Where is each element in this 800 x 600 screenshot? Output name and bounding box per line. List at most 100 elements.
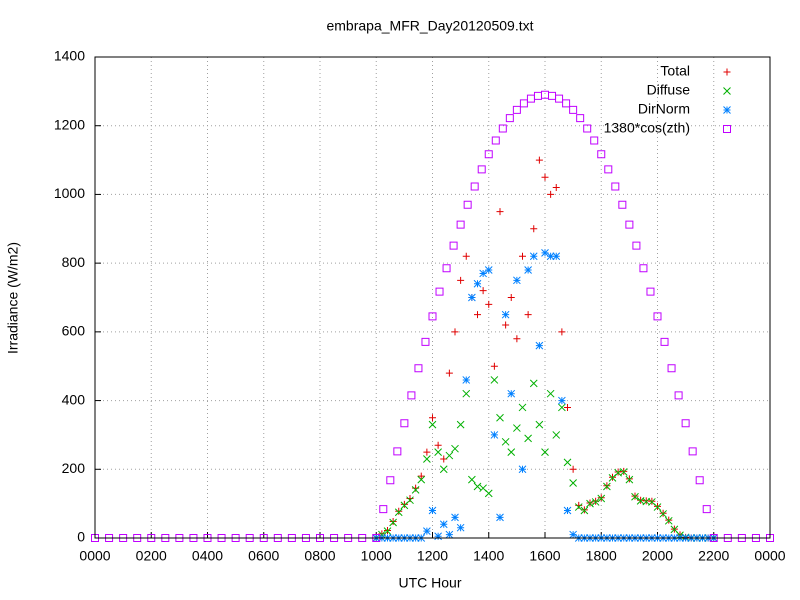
x-tick-label: 1600 — [529, 548, 560, 564]
data-point — [406, 496, 414, 505]
data-point — [231, 534, 240, 542]
data-point — [526, 94, 535, 103]
data-point — [457, 276, 465, 284]
data-point — [417, 475, 426, 484]
data-point — [445, 451, 454, 460]
data-point — [524, 311, 532, 319]
data-point — [407, 391, 416, 400]
data-point — [445, 530, 454, 539]
x-tick-label: 0200 — [136, 548, 167, 564]
data-point — [619, 468, 628, 476]
data-point — [434, 441, 442, 449]
data-point — [574, 503, 583, 511]
data-point — [533, 91, 542, 100]
data-point — [479, 287, 487, 295]
x-tick-label: 0800 — [304, 548, 335, 564]
data-point — [468, 293, 476, 302]
data-point — [597, 494, 606, 503]
data-point — [541, 173, 549, 181]
data-point — [434, 448, 442, 456]
data-point — [535, 156, 543, 164]
data-point — [175, 534, 184, 542]
data-point — [558, 396, 566, 405]
data-point — [558, 328, 566, 336]
data-point — [709, 534, 718, 542]
data-point — [583, 124, 592, 133]
y-tick-label: 400 — [62, 391, 86, 407]
data-point — [496, 413, 504, 422]
x-tick-label: 1800 — [586, 548, 617, 564]
data-point — [479, 269, 487, 278]
data-point — [632, 241, 641, 250]
data-point — [421, 337, 430, 346]
data-point — [372, 534, 381, 542]
data-point — [518, 403, 527, 412]
data-point — [217, 534, 226, 542]
data-point — [470, 182, 479, 191]
data-point — [484, 266, 493, 274]
data-point — [411, 486, 420, 494]
data-point — [590, 136, 599, 145]
x-tick-label: 0400 — [192, 548, 223, 564]
data-point — [400, 419, 409, 428]
data-point — [474, 311, 481, 319]
data-point — [535, 420, 544, 429]
x-tick-label: 1200 — [417, 548, 448, 564]
data-point — [563, 458, 572, 467]
chart-title: embrapa_MFR_Day20120509.txt — [326, 18, 533, 34]
data-point — [541, 448, 549, 456]
legend-marker — [723, 125, 731, 133]
data-point — [547, 190, 555, 198]
data-point — [513, 335, 521, 343]
data-point — [383, 527, 392, 535]
data-point — [451, 513, 459, 522]
data-point — [646, 287, 655, 296]
data-point — [507, 448, 516, 456]
data-point — [507, 294, 515, 301]
data-point — [751, 534, 760, 542]
data-point — [245, 534, 254, 542]
data-point — [580, 506, 589, 515]
data-point — [496, 208, 504, 216]
data-point — [105, 534, 114, 542]
data-point — [639, 264, 648, 273]
data-point — [445, 369, 453, 377]
data-point — [723, 534, 732, 542]
data-point — [576, 114, 585, 123]
data-point — [344, 534, 353, 542]
y-axis-label: Irradiance (W/m2) — [5, 242, 21, 354]
data-point — [203, 534, 212, 542]
data-point — [395, 507, 403, 515]
data-point — [484, 489, 493, 498]
data-point — [529, 252, 538, 261]
data-point — [563, 506, 572, 515]
data-point — [558, 403, 566, 412]
data-point — [496, 513, 504, 522]
data-point — [625, 475, 634, 484]
data-point — [541, 248, 549, 257]
data-point — [518, 465, 527, 474]
data-point — [451, 444, 459, 453]
data-point — [519, 99, 528, 108]
data-point — [147, 534, 156, 542]
data-point — [330, 534, 339, 542]
data-point — [429, 414, 436, 422]
legend-marker — [723, 87, 731, 95]
data-point — [502, 321, 510, 329]
data-point — [451, 328, 459, 336]
legend: Total Diffuse DirNorm 1380*cos(zth) — [604, 63, 731, 136]
data-point — [462, 376, 471, 384]
data-point — [133, 534, 142, 542]
data-point — [546, 389, 555, 398]
data-point — [473, 279, 482, 288]
x-axis-label: UTC Hour — [398, 575, 461, 591]
y-tick-label: 1400 — [54, 48, 85, 64]
data-point — [611, 182, 620, 191]
legend-label: 1380*cos(zth) — [604, 120, 690, 136]
data-point — [681, 419, 690, 428]
data-point — [766, 534, 774, 542]
data-point — [428, 312, 437, 321]
data-point — [386, 476, 395, 485]
data-point — [428, 420, 437, 429]
